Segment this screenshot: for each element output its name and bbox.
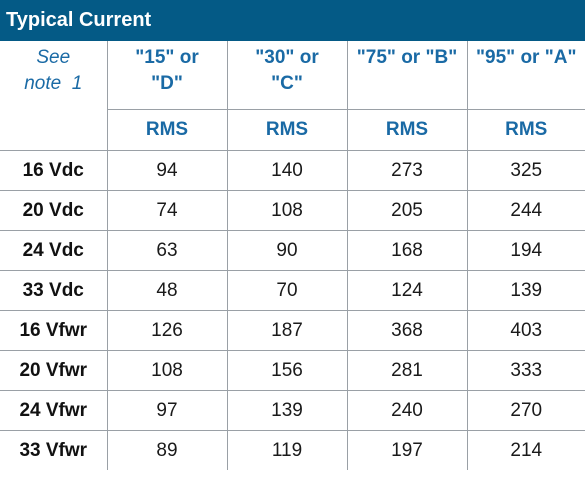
table-cell: 214	[466, 430, 585, 470]
row-label: 33 Vfwr	[0, 430, 108, 470]
table-cell: 90	[226, 230, 348, 271]
table-cell: 156	[226, 350, 348, 391]
row-label: 20 Vdc	[0, 190, 108, 231]
table-cell: 74	[106, 190, 228, 231]
table-cell: 240	[346, 390, 468, 431]
row-label: 16 Vdc	[0, 150, 108, 191]
table-row: 16 Vfwr 126 187 368 403	[0, 310, 585, 351]
column-header-line1: "15" or	[135, 47, 199, 68]
table-cell: 139	[226, 390, 348, 431]
table-cell: 270	[466, 390, 585, 431]
typical-current-table: See note 1 "15" or "D" "30" or "C" "75" …	[0, 41, 585, 470]
table-cell: 244	[466, 190, 585, 231]
table-cell: 403	[466, 310, 585, 351]
table-cell: 139	[466, 270, 585, 311]
see-note-cell: See note 1	[0, 41, 108, 151]
row-label: 33 Vdc	[0, 270, 108, 311]
row-label: 20 Vfwr	[0, 350, 108, 391]
column-header-95-a: "95" or "A"	[466, 41, 585, 110]
table-cell: 126	[106, 310, 228, 351]
rms-label: RMS	[346, 109, 468, 151]
table-cell: 89	[106, 430, 228, 470]
column-header-line1: "75" or "B"	[356, 47, 458, 68]
note-line-2: note 1	[24, 73, 83, 94]
column-header-15-d: "15" or "D"	[106, 41, 228, 110]
table-row: 24 Vdc 63 90 168 194	[0, 230, 585, 271]
table-cell: 119	[226, 430, 348, 470]
rms-label: RMS	[107, 109, 228, 151]
table-cell: 368	[346, 310, 468, 351]
table-cell: 140	[226, 150, 348, 191]
table-row: 33 Vfwr 89 119 197 214	[0, 430, 585, 470]
table-row: 24 Vfwr 97 139 240 270	[0, 390, 585, 431]
row-label: 24 Vdc	[0, 230, 108, 271]
header-row: See note 1 "15" or "D" "30" or "C" "75" …	[0, 41, 585, 151]
table-cell: 281	[346, 350, 468, 391]
table-cell: 124	[346, 270, 468, 311]
column-header-30-c: "30" or "C"	[226, 41, 348, 110]
table-cell: 194	[466, 230, 585, 271]
rms-label: RMS	[226, 109, 348, 151]
column-header-line1: "30" or	[255, 47, 319, 68]
table-cell: 273	[346, 150, 468, 191]
table-cell: 108	[106, 350, 228, 391]
rms-label: RMS	[466, 109, 585, 151]
column-header-line1: "95" or "A"	[476, 47, 577, 68]
table-cell: 70	[226, 270, 348, 311]
table-cell: 187	[226, 310, 348, 351]
table-cell: 94	[106, 150, 228, 191]
table-row: 16 Vdc 94 140 273 325	[0, 150, 585, 191]
table-cell: 205	[346, 190, 468, 231]
column-header-line2: "D"	[151, 73, 183, 94]
table-row: 20 Vdc 74 108 205 244	[0, 190, 585, 231]
row-label: 24 Vfwr	[0, 390, 108, 431]
table-row: 20 Vfwr 108 156 281 333	[0, 350, 585, 391]
table-cell: 108	[226, 190, 348, 231]
table-cell: 197	[346, 430, 468, 470]
table-cell: 63	[106, 230, 228, 271]
table-cell: 168	[346, 230, 468, 271]
note-line-1: See	[36, 47, 71, 68]
column-header-75-b: "75" or "B"	[346, 41, 468, 110]
table-row: 33 Vdc 48 70 124 139	[0, 270, 585, 311]
table-cell: 333	[466, 350, 585, 391]
table-cell: 325	[466, 150, 585, 191]
table-title: Typical Current	[0, 0, 585, 41]
row-label: 16 Vfwr	[0, 310, 108, 351]
table-cell: 97	[106, 390, 228, 431]
column-header-line2: "C"	[271, 73, 303, 94]
table-cell: 48	[106, 270, 228, 311]
